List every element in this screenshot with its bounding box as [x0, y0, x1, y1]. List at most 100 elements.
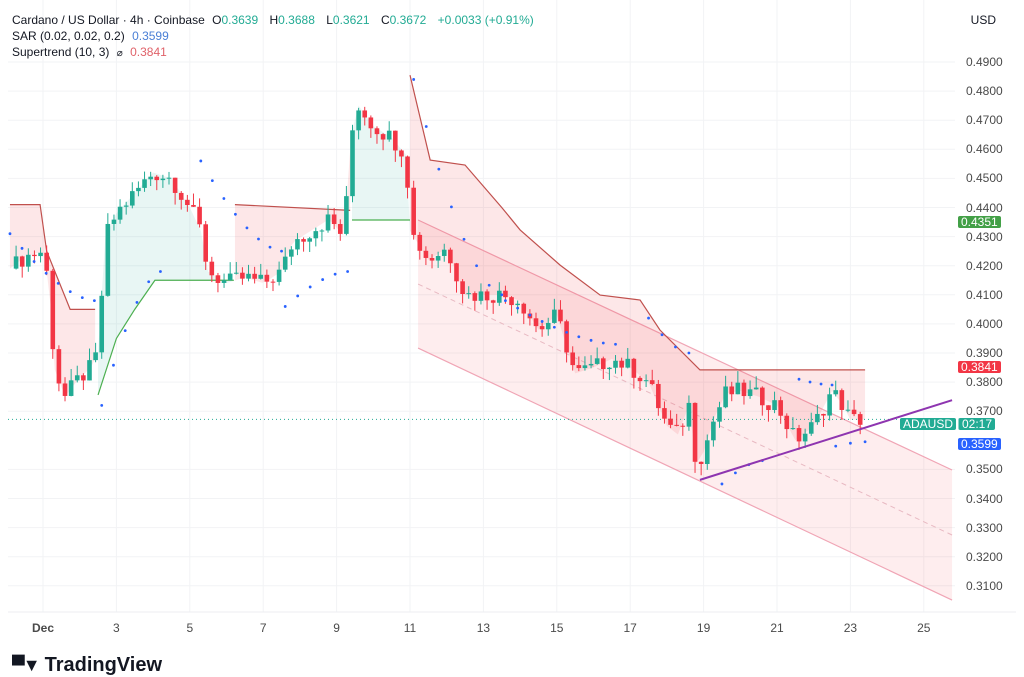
candle-body: [380, 134, 386, 140]
candle-body: [197, 206, 202, 225]
supertrend-fill: [234, 150, 351, 283]
sar-dot: [280, 249, 283, 253]
sar-dot: [540, 320, 544, 323]
candle-body: [815, 413, 820, 423]
candle-body: [784, 415, 790, 430]
candle-body: [619, 360, 624, 368]
supertrend-down-line: [409, 74, 866, 371]
price-tag-supertrend: 0.3841: [958, 361, 1001, 373]
candle-body: [362, 110, 368, 118]
candle-body: [185, 199, 190, 206]
sar-dot: [321, 278, 325, 281]
sar-dot: [577, 335, 581, 339]
time-tick: 21: [770, 621, 784, 635]
candle-body: [564, 321, 569, 353]
price-tick: 0.4000: [966, 316, 1003, 331]
sar-dot: [601, 341, 605, 345]
sar-dot: [56, 281, 60, 285]
sar-dot: [245, 226, 249, 230]
hidden-icon[interactable]: ⌀: [116, 48, 123, 59]
tradingview-logo[interactable]: ▀▼ TradingView: [12, 654, 162, 677]
sar-row[interactable]: SAR (0.02, 0.02, 0.2) 0.3599: [12, 28, 538, 44]
price-tick: 0.3400: [966, 491, 1003, 506]
price-tick: 0.4700: [966, 113, 1003, 128]
time-tick: 9: [333, 621, 340, 635]
sar-dot: [500, 293, 504, 297]
candle-body: [117, 206, 123, 220]
sar-dot: [660, 333, 664, 337]
candle-body: [821, 413, 826, 416]
candle-body: [74, 375, 80, 381]
brand-name: TradingView: [44, 654, 163, 676]
candle-body: [178, 192, 184, 200]
chart-legend: Cardano / US Dollar · 4h · Coinbase O0.3…: [12, 12, 538, 62]
candle-body: [282, 256, 288, 270]
candle-body: [741, 382, 747, 397]
candle-body: [423, 250, 429, 258]
channel-fill: [418, 220, 953, 601]
candle-body: [307, 238, 312, 242]
candle-body: [588, 363, 594, 366]
candle-body: [123, 205, 129, 207]
candle-body: [515, 303, 520, 306]
sar-dot: [819, 382, 823, 386]
candle-body: [533, 318, 539, 327]
price-tick: 0.4200: [966, 258, 1003, 273]
candle-body: [264, 274, 270, 282]
candle-body: [435, 255, 441, 261]
symbol-title[interactable]: Cardano / US Dollar · 4h · Coinbase: [12, 13, 205, 27]
candle-body: [747, 389, 753, 397]
sar-dot: [333, 272, 337, 276]
candle-body: [478, 291, 484, 301]
candle-body: [552, 309, 557, 323]
candle-body: [717, 407, 722, 422]
sar-label: SAR (0.02, 0.02, 0.2): [12, 29, 125, 43]
sar-dot: [437, 167, 441, 171]
sar-dot: [450, 205, 453, 209]
candle-body: [466, 293, 472, 295]
sar-dot: [808, 380, 812, 384]
candle-body: [209, 261, 215, 276]
sar-dot: [552, 325, 556, 329]
sar-dot: [849, 441, 852, 445]
sar-dot: [830, 383, 834, 387]
sar-dot: [487, 283, 491, 287]
price-tick: 0.3200: [966, 549, 1003, 564]
candle-body: [497, 290, 502, 303]
candle-body: [301, 239, 306, 242]
sar-dot: [159, 270, 162, 273]
price-tick: 0.3800: [966, 375, 1003, 390]
candle-body: [56, 349, 62, 384]
candle-body: [331, 214, 337, 225]
sar-dot: [210, 179, 214, 183]
sar-dot: [475, 264, 478, 268]
candle-body: [356, 110, 361, 131]
change-value: +0.0033 (+0.91%): [437, 13, 534, 27]
currency-label[interactable]: USD: [970, 13, 996, 27]
supertrend-row[interactable]: Supertrend (10, 3) ⌀ 0.3841: [12, 44, 538, 62]
price-tag-sar: 0.3599: [958, 438, 1001, 450]
candle-body: [233, 272, 239, 274]
candle-body: [808, 422, 814, 434]
candle-body: [662, 408, 667, 419]
supertrend-fill: [352, 105, 410, 231]
sar-dot: [308, 285, 312, 289]
sar-dot: [268, 245, 272, 249]
candle-body: [711, 421, 716, 441]
sar-dot: [674, 345, 677, 349]
candle-body: [545, 322, 551, 330]
candle-body: [600, 358, 606, 370]
candle-body: [503, 290, 508, 298]
price-tag-green: 0.4351: [958, 216, 1001, 228]
candle-body: [448, 249, 453, 264]
candle-body: [240, 272, 245, 279]
sar-dot: [283, 305, 287, 308]
candle-body: [576, 365, 582, 369]
price-tick: 0.4900: [966, 55, 1003, 69]
price-tick: 0.4500: [966, 171, 1003, 186]
sar-dot: [44, 271, 48, 275]
candle-body: [142, 179, 147, 188]
time-tick: 7: [259, 621, 267, 635]
sar-dot: [687, 351, 691, 355]
